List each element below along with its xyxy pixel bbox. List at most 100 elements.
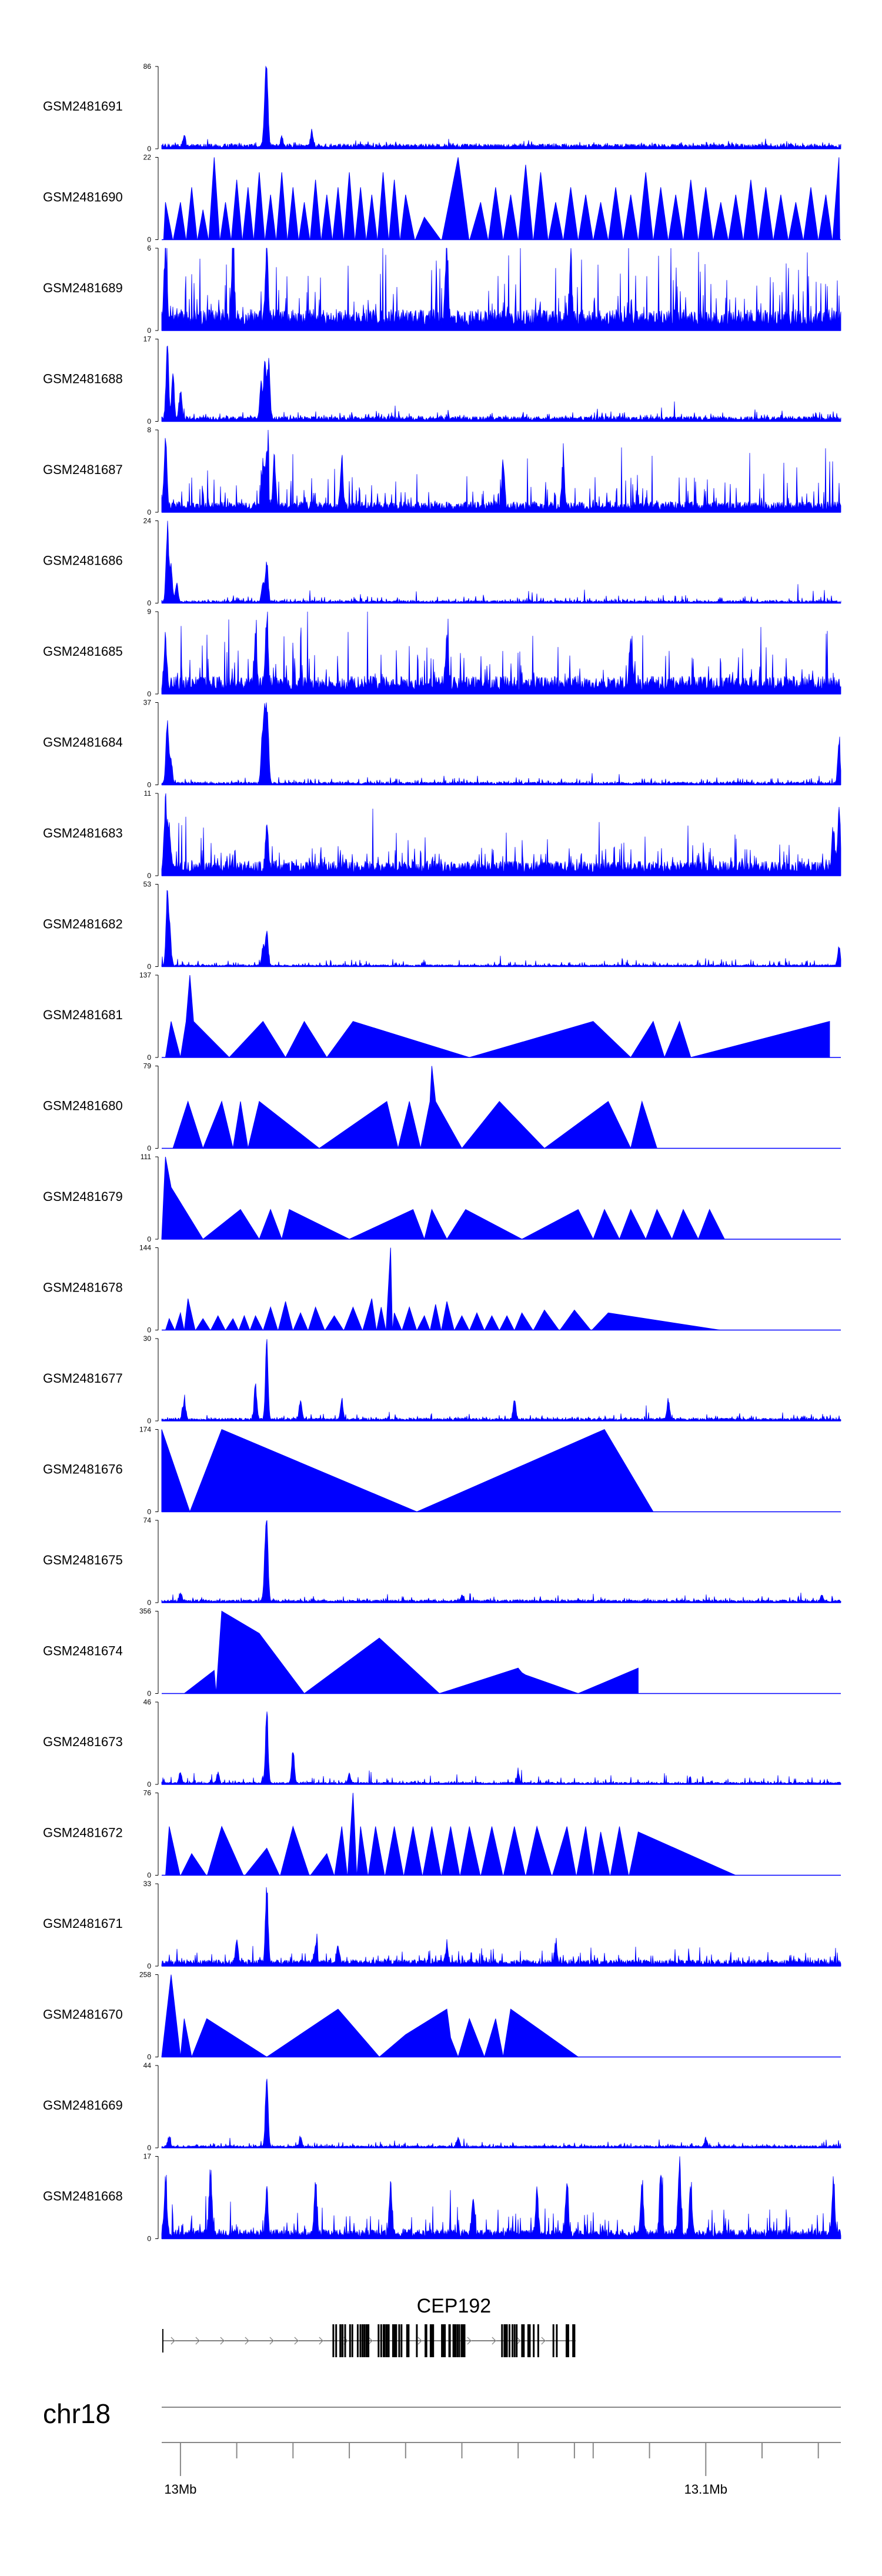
track-label: GSM2481673: [43, 1734, 123, 1749]
y-min-label: 0: [147, 1053, 151, 1062]
track-GSM2481682: GSM2481682 53 0: [43, 880, 841, 971]
coverage-area: [161, 520, 841, 603]
gene-exon: [521, 2324, 523, 2357]
y-min-label: 0: [147, 326, 151, 335]
coverage-tracks: GSM2481691860GSM2481690220GSM248168960GS…: [43, 62, 841, 2243]
coverage-area: [161, 1887, 841, 1967]
y-max-label: 86: [143, 62, 152, 71]
track-label: GSM2481684: [43, 735, 123, 750]
y-max-label: 111: [141, 1153, 152, 1161]
gene-exon: [359, 2324, 362, 2357]
strand-arrow: [541, 2337, 546, 2345]
gene-exon: [335, 2324, 338, 2357]
track-GSM2481681: GSM2481681 137 0: [43, 971, 841, 1062]
track-GSM2481680: GSM2481680 79 0: [43, 1062, 841, 1153]
gene-exon: [398, 2324, 400, 2357]
track-GSM2481689: GSM2481689 6 0: [43, 244, 841, 335]
track-GSM2481672: GSM2481672 76 0: [43, 1789, 841, 1880]
gene-exon: [503, 2324, 506, 2357]
gene-label: CEP192: [417, 2295, 492, 2317]
coverage-area: [161, 2156, 841, 2239]
track-GSM2481678: GSM2481678 144 0: [43, 1244, 841, 1334]
gene-exon: [572, 2324, 574, 2357]
coverage-area: [161, 248, 841, 331]
gene-exon: [387, 2324, 390, 2357]
gene-exon: [339, 2324, 342, 2357]
y-min-label: 0: [147, 1326, 151, 1334]
y-min-label: 0: [147, 872, 151, 880]
y-max-label: 258: [139, 1971, 151, 1979]
y-max-label: 30: [143, 1334, 152, 1343]
track-label: GSM2481675: [43, 1553, 123, 1567]
gene-exon: [349, 2324, 351, 2357]
track-GSM2481686: GSM2481686 24 0: [43, 517, 841, 608]
coverage-area: [161, 1156, 726, 1240]
track-GSM2481677: GSM2481677 30 0: [43, 1334, 841, 1425]
gene-exon: [552, 2324, 554, 2357]
track-GSM2481670: GSM2481670 258 0: [43, 1971, 841, 2061]
strand-arrow: [245, 2337, 249, 2345]
strand-arrow: [467, 2337, 472, 2345]
gene-exon: [460, 2324, 463, 2357]
coverage-area: [161, 890, 841, 967]
y-max-label: 44: [143, 2061, 152, 2070]
genome-axis: chr18 13Mb 13.1Mb: [43, 2398, 841, 2497]
gene-exon: [386, 2324, 388, 2357]
y-min-label: 0: [147, 2144, 151, 2152]
track-GSM2481675: GSM2481675 74 0: [43, 1516, 841, 1607]
coverage-area: [161, 702, 841, 785]
gene-exon: [462, 2324, 464, 2357]
y-max-label: 11: [144, 789, 152, 798]
y-min-label: 0: [147, 2235, 151, 2243]
track-label: GSM2481682: [43, 917, 123, 932]
gene-exon: [516, 2324, 518, 2357]
y-max-label: 79: [143, 1062, 152, 1070]
gene-track: CEP192: [162, 2295, 576, 2357]
coverage-area: [165, 1793, 736, 1876]
track-label: GSM2481683: [43, 826, 123, 840]
gene-exon: [361, 2324, 363, 2357]
gene-exon: [416, 2324, 418, 2357]
y-max-label: 174: [139, 1426, 151, 1434]
y-max-label: 46: [143, 1698, 152, 1706]
track-label: GSM2481671: [43, 1916, 123, 1931]
y-min-label: 0: [147, 1599, 151, 1607]
gene-exon: [506, 2324, 508, 2357]
track-label: GSM2481668: [43, 2189, 123, 2204]
y-min-label: 0: [147, 1508, 151, 1516]
gene-exon: [529, 2324, 531, 2357]
y-max-label: 22: [143, 154, 152, 162]
y-min-label: 0: [147, 1690, 151, 1698]
y-min-label: 0: [147, 2053, 151, 2061]
x-tick-label: 13.1Mb: [684, 2482, 727, 2497]
track-label: GSM2481670: [43, 2007, 123, 2022]
track-label: GSM2481669: [43, 2098, 123, 2113]
gene-exon: [513, 2324, 516, 2357]
track-GSM2481671: GSM2481671 33 0: [43, 1880, 841, 1970]
gene-exon: [342, 2324, 344, 2357]
chromosome-label: chr18: [43, 2398, 111, 2429]
y-max-label: 37: [143, 699, 152, 707]
y-min-label: 0: [147, 690, 151, 698]
track-label: GSM2481677: [43, 1371, 123, 1386]
strand-arrow: [417, 2337, 422, 2345]
track-GSM2481668: GSM2481668 17 0: [43, 2153, 841, 2243]
coverage-area: [161, 345, 841, 422]
strand-arrow: [516, 2337, 521, 2345]
track-label: GSM2481676: [43, 1462, 123, 1477]
gene-exon: [368, 2324, 370, 2357]
track-label: GSM2481687: [43, 462, 123, 477]
track-label: GSM2481680: [43, 1099, 123, 1113]
track-label: GSM2481685: [43, 644, 123, 659]
gene-exon: [523, 2324, 525, 2357]
track-GSM2481687: GSM2481687 8 0: [43, 426, 841, 516]
y-min-label: 0: [147, 963, 151, 971]
gene-exon: [453, 2324, 455, 2357]
coverage-area: [165, 975, 830, 1059]
coverage-area: [161, 1339, 841, 1422]
gene-exon: [505, 2324, 507, 2357]
track-label: GSM2481681: [43, 1007, 123, 1022]
gene-exon: [449, 2324, 451, 2357]
gene-exon: [383, 2324, 386, 2357]
coverage-area: [163, 157, 840, 240]
